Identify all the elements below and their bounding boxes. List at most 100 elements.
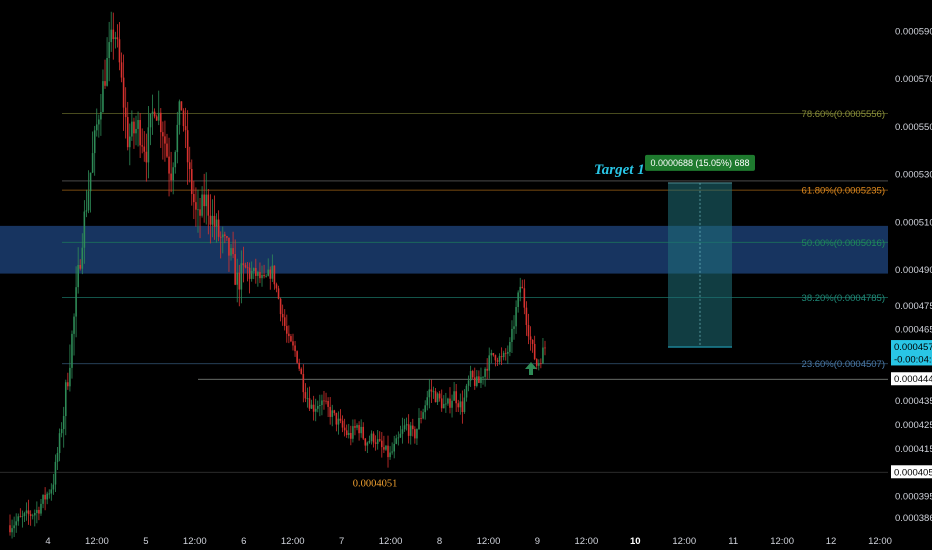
candle-body xyxy=(471,371,474,378)
candle-body xyxy=(19,516,22,518)
candle-body xyxy=(409,425,412,436)
candle-body xyxy=(147,127,150,163)
candle-body xyxy=(449,398,451,408)
candle-body xyxy=(333,410,336,413)
candle-body xyxy=(401,429,404,434)
candle-body xyxy=(48,493,51,495)
candle-body xyxy=(36,509,38,513)
candle-body xyxy=(230,248,232,256)
candle-body xyxy=(535,359,538,366)
candle-body xyxy=(465,385,468,398)
time-axis-tick: 12:00 xyxy=(477,536,501,547)
candle-body xyxy=(393,443,396,452)
candle-body xyxy=(95,124,98,131)
price-tag-current: 0.0004577 xyxy=(891,340,932,354)
candle-body xyxy=(488,355,491,371)
candle-body xyxy=(354,426,356,428)
candle-body xyxy=(337,418,340,425)
candle-body xyxy=(98,119,100,125)
candle-body xyxy=(316,405,319,409)
candle-body xyxy=(277,288,280,299)
candles xyxy=(9,11,546,539)
candle-body xyxy=(44,494,46,500)
candle-body xyxy=(244,265,247,268)
candle-body xyxy=(283,317,286,326)
candle-body xyxy=(486,368,488,371)
candle-body xyxy=(261,274,263,279)
fib-level-label: 23.60%(0.0004507) xyxy=(802,359,885,370)
candle-body xyxy=(519,286,522,293)
candle-body xyxy=(538,363,540,366)
target-tag: 0.0000688 (15.05%) 688 xyxy=(645,154,755,171)
candle-body xyxy=(463,397,466,413)
time-axis-tick: 7 xyxy=(339,536,344,547)
candle-body xyxy=(378,439,381,441)
candle-body xyxy=(279,298,282,315)
candle-body xyxy=(356,425,358,428)
candle-body xyxy=(455,391,457,404)
candle-body xyxy=(269,269,272,279)
candle-body xyxy=(79,264,82,269)
candle-body xyxy=(155,116,158,121)
candle-body xyxy=(162,132,164,137)
candle-body xyxy=(467,380,470,386)
candle-body xyxy=(432,391,435,393)
candle-body xyxy=(135,128,137,134)
candle-body xyxy=(153,111,156,117)
candle-body xyxy=(203,194,205,207)
resistance-zone xyxy=(0,225,888,274)
candle-body xyxy=(292,341,294,346)
candle-body xyxy=(116,37,119,40)
candle-body xyxy=(240,263,243,290)
annotations: 0.0004051 xyxy=(353,362,537,490)
candle-body xyxy=(250,270,253,279)
candle-body xyxy=(267,269,270,276)
candle-body xyxy=(525,307,528,325)
candle-body xyxy=(226,235,228,238)
price-tag-plain: 0.0004442 xyxy=(891,372,932,386)
candle-body xyxy=(529,336,532,340)
candle-body xyxy=(364,438,367,446)
candle-body xyxy=(469,371,472,381)
candle-body xyxy=(395,438,398,444)
candle-body xyxy=(110,29,113,43)
fibonacci-levels: 78.60%(0.0005556) 61.80%(0.0005235) 50.00%… xyxy=(0,109,888,473)
candle-body xyxy=(473,377,476,386)
candle-body xyxy=(403,425,406,430)
target-box-layer: 0.0000688 (15.05%) 688 Target 1 xyxy=(62,154,888,348)
candle-body xyxy=(69,367,71,387)
candle-body xyxy=(13,525,15,529)
time-axis-tick: 8 xyxy=(437,536,442,547)
candle-body xyxy=(418,417,420,429)
candle-body xyxy=(114,37,117,40)
candle-body xyxy=(217,219,220,237)
candle-body xyxy=(298,362,300,369)
price-tag-countdown: -0.00:04:28 xyxy=(891,352,932,366)
candle-body xyxy=(325,400,327,402)
svg-text:0.0004052: 0.0004052 xyxy=(894,467,932,478)
candle-body xyxy=(234,254,236,285)
candle-body xyxy=(436,393,439,403)
candle-body xyxy=(523,288,526,308)
candle-body xyxy=(93,130,96,154)
candle-body xyxy=(31,515,34,517)
candle-body xyxy=(360,426,362,434)
candle-body xyxy=(345,430,348,436)
candle-body xyxy=(457,403,460,408)
candle-body xyxy=(352,426,354,439)
candle-body xyxy=(40,503,42,514)
candle-body xyxy=(193,194,195,203)
time-axis[interactable]: 4 12:00 5 12:00 6 12:00 7 12:00 8 12:00 9 12:00 10 12… xyxy=(45,536,892,547)
candle-body xyxy=(131,121,133,137)
candle-body xyxy=(145,151,148,163)
candle-body xyxy=(327,400,329,407)
